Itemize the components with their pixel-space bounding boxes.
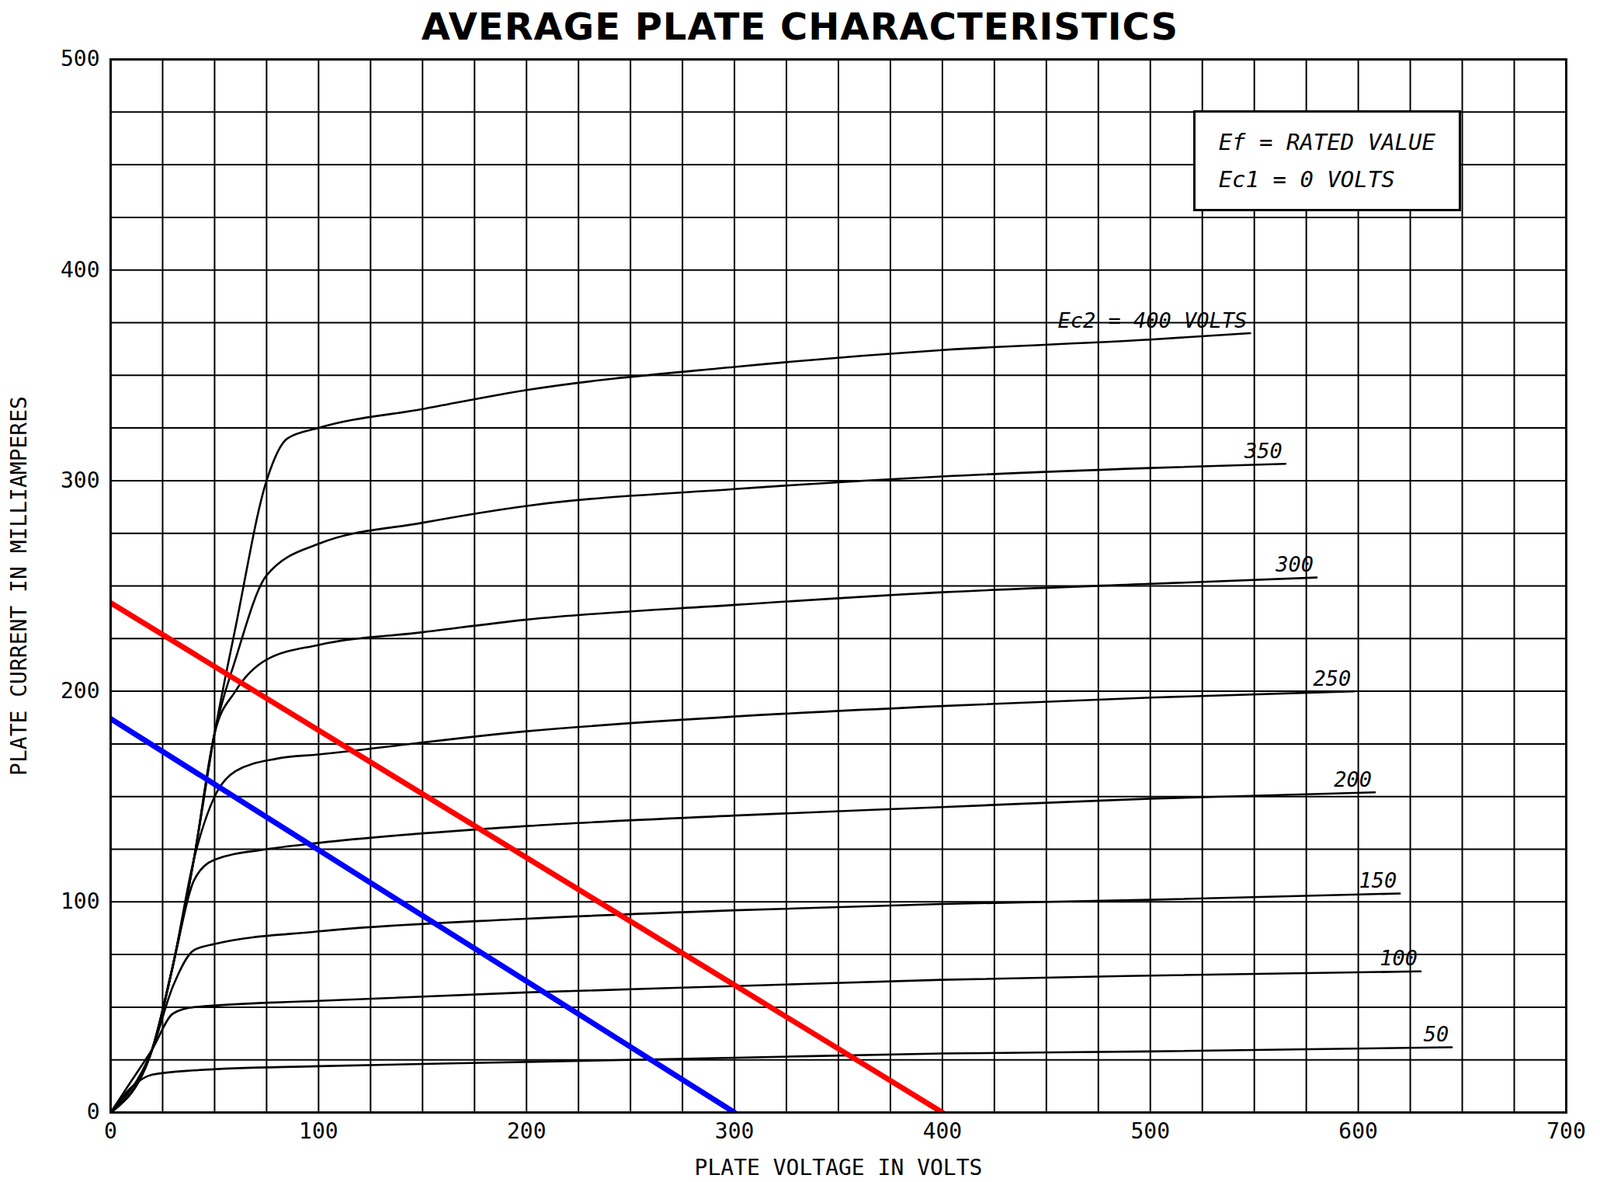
svg-text:600: 600 (1338, 1117, 1378, 1144)
svg-text:300: 300 (714, 1117, 755, 1144)
svg-text:300: 300 (1274, 551, 1314, 577)
svg-text:Ec2 = 400 VOLTS: Ec2 = 400 VOLTS (1058, 308, 1248, 333)
svg-text:0: 0 (104, 1117, 118, 1144)
svg-text:50: 50 (1423, 1021, 1450, 1046)
svg-text:200: 200 (1333, 767, 1372, 792)
svg-text:350: 350 (1243, 438, 1283, 463)
svg-text:200: 200 (506, 1117, 547, 1144)
svg-text:100: 100 (298, 1117, 339, 1144)
svg-text:100: 100 (60, 888, 101, 914)
svg-text:250: 250 (1313, 666, 1352, 691)
svg-text:100: 100 (1379, 945, 1418, 970)
svg-text:400: 400 (60, 256, 101, 283)
html-text:AVERAGE PLATE CHARACTERISTICS: AVERAGE PLATE CHARACTERISTICS (421, 4, 1179, 49)
svg-text:150: 150 (1358, 867, 1397, 892)
svg-text:500: 500 (1130, 1117, 1170, 1144)
svg-text:PLATE VOLTAGE IN VOLTS: PLATE VOLTAGE IN VOLTS (694, 1154, 983, 1181)
svg-text:500: 500 (60, 48, 101, 72)
svg-text:300: 300 (60, 467, 101, 493)
svg-text:PLATE CURRENT IN MILLIAMPERES: PLATE CURRENT IN MILLIAMPERES (6, 395, 32, 776)
svg-text:400: 400 (923, 1117, 963, 1144)
html-text:Ef = RATED VALUE Ec1 = 0 VOLTS: Ef = RATED VALUE Ec1 = 0 VOLTS (1218, 128, 1436, 193)
svg-text:700: 700 (1546, 1117, 1587, 1144)
svg-text:200: 200 (60, 677, 101, 704)
svg-text:0: 0 (86, 1098, 101, 1125)
